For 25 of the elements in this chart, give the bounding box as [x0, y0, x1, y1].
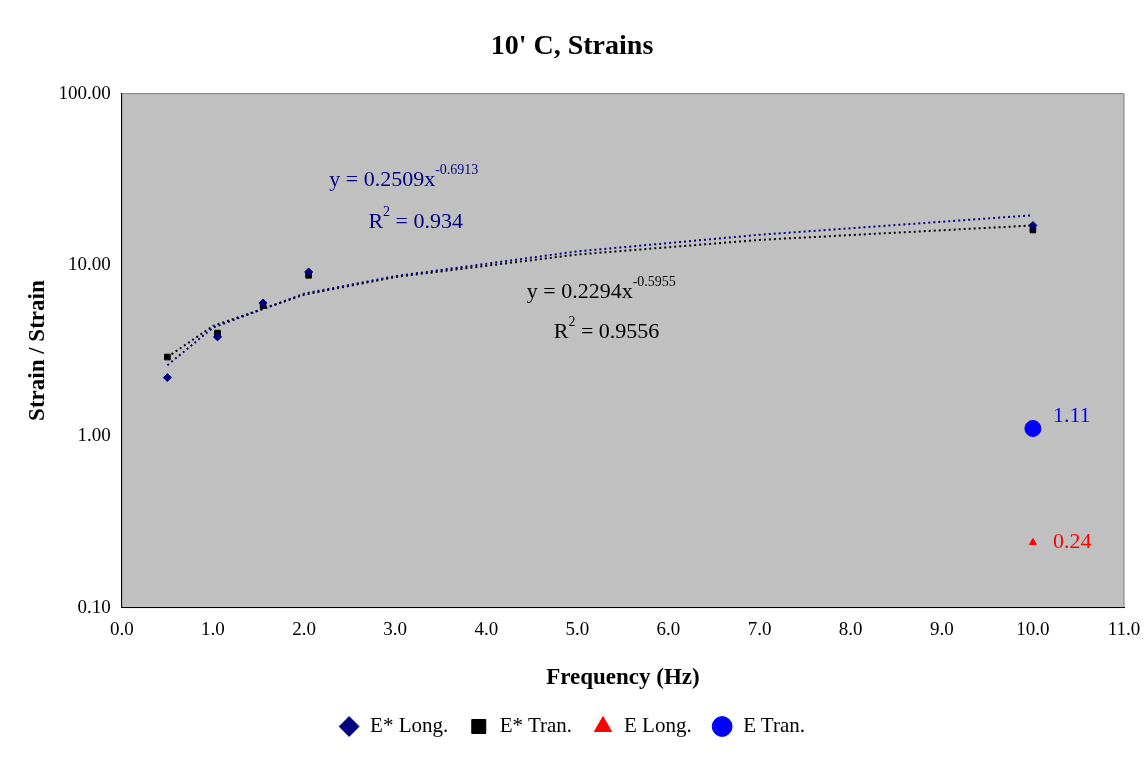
y-tick-label: 1.00 [77, 424, 111, 446]
legend-label: E* Tran. [499, 713, 573, 738]
x-tick-label: 10.0 [1016, 617, 1050, 639]
x-tick-label: 0.0 [109, 617, 134, 639]
x-tick-label: 5.0 [565, 617, 590, 639]
legend-label: E Tran. [743, 713, 806, 738]
x-tick-label: 9.0 [929, 617, 954, 639]
x-tick-label: 4.0 [474, 617, 499, 639]
x-tick-label: 6.0 [656, 617, 681, 639]
legend-label: E Long. [624, 713, 692, 738]
x-axis-title: Frequency (Hz) [546, 664, 700, 690]
x-tick-label: 7.0 [747, 617, 772, 639]
y-tick-label: 100.00 [58, 81, 111, 103]
chart-title: 10' C, Strains [490, 29, 654, 61]
x-tick-label: 11.0 [1107, 617, 1141, 639]
x-tick-label: 3.0 [383, 617, 408, 639]
x-tick-label: 1.0 [201, 617, 225, 639]
y-axis-title: Strain / Strain [23, 280, 49, 421]
y-tick-label: 0.10 [77, 595, 111, 617]
x-tick-label: 8.0 [838, 617, 863, 639]
y-tick-label: 10.00 [68, 252, 111, 274]
legend-label: E* Long. [370, 713, 449, 738]
data-label: 0.24 [1052, 528, 1092, 554]
x-tick-label: 2.0 [292, 617, 316, 639]
data-label: 1.11 [1052, 402, 1091, 428]
